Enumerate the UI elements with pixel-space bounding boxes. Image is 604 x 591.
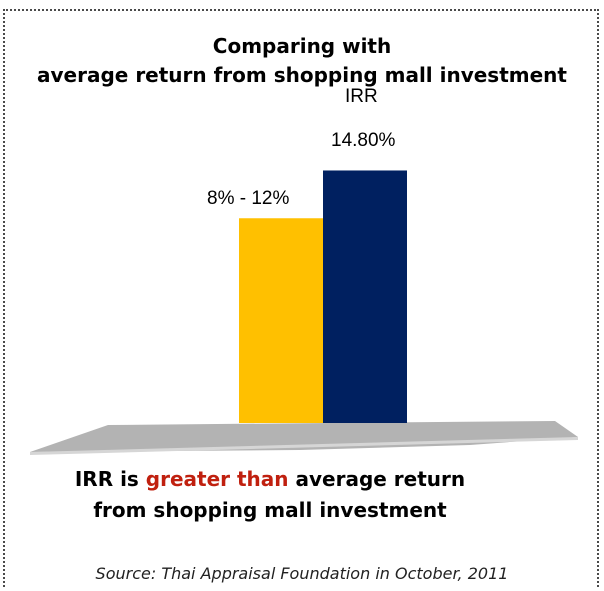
data-label-average-return: 8% - 12%	[207, 188, 290, 210]
bar-average-return	[239, 218, 323, 423]
conclusion-prefix: IRR is	[74, 467, 146, 491]
chart-frame	[3, 9, 599, 587]
chart-title-line2: average return from shopping mall invest…	[37, 63, 567, 87]
chart-title-line1: Comparing with	[212, 34, 392, 58]
category-label-irr: IRR	[345, 86, 378, 108]
chart-floor-front	[30, 437, 578, 455]
data-label-irr: 14.80%	[331, 130, 396, 152]
bars-layer	[239, 170, 407, 423]
bar-irr	[323, 170, 407, 423]
conclusion-line1: IRR is greater than average return	[0, 466, 540, 493]
source-prefix: Source:	[95, 564, 157, 583]
conclusion-highlight: greater than	[145, 467, 289, 491]
bar-chart	[30, 170, 578, 455]
conclusion-suffix: average return	[288, 467, 466, 491]
chart-floor	[30, 421, 578, 452]
source-text: Thai Appraisal Foundation in October, 20…	[156, 564, 509, 583]
conclusion-line2: from shopping mall investment	[93, 498, 447, 522]
source-note: Source: Thai Appraisal Foundation in Oct…	[0, 564, 604, 583]
